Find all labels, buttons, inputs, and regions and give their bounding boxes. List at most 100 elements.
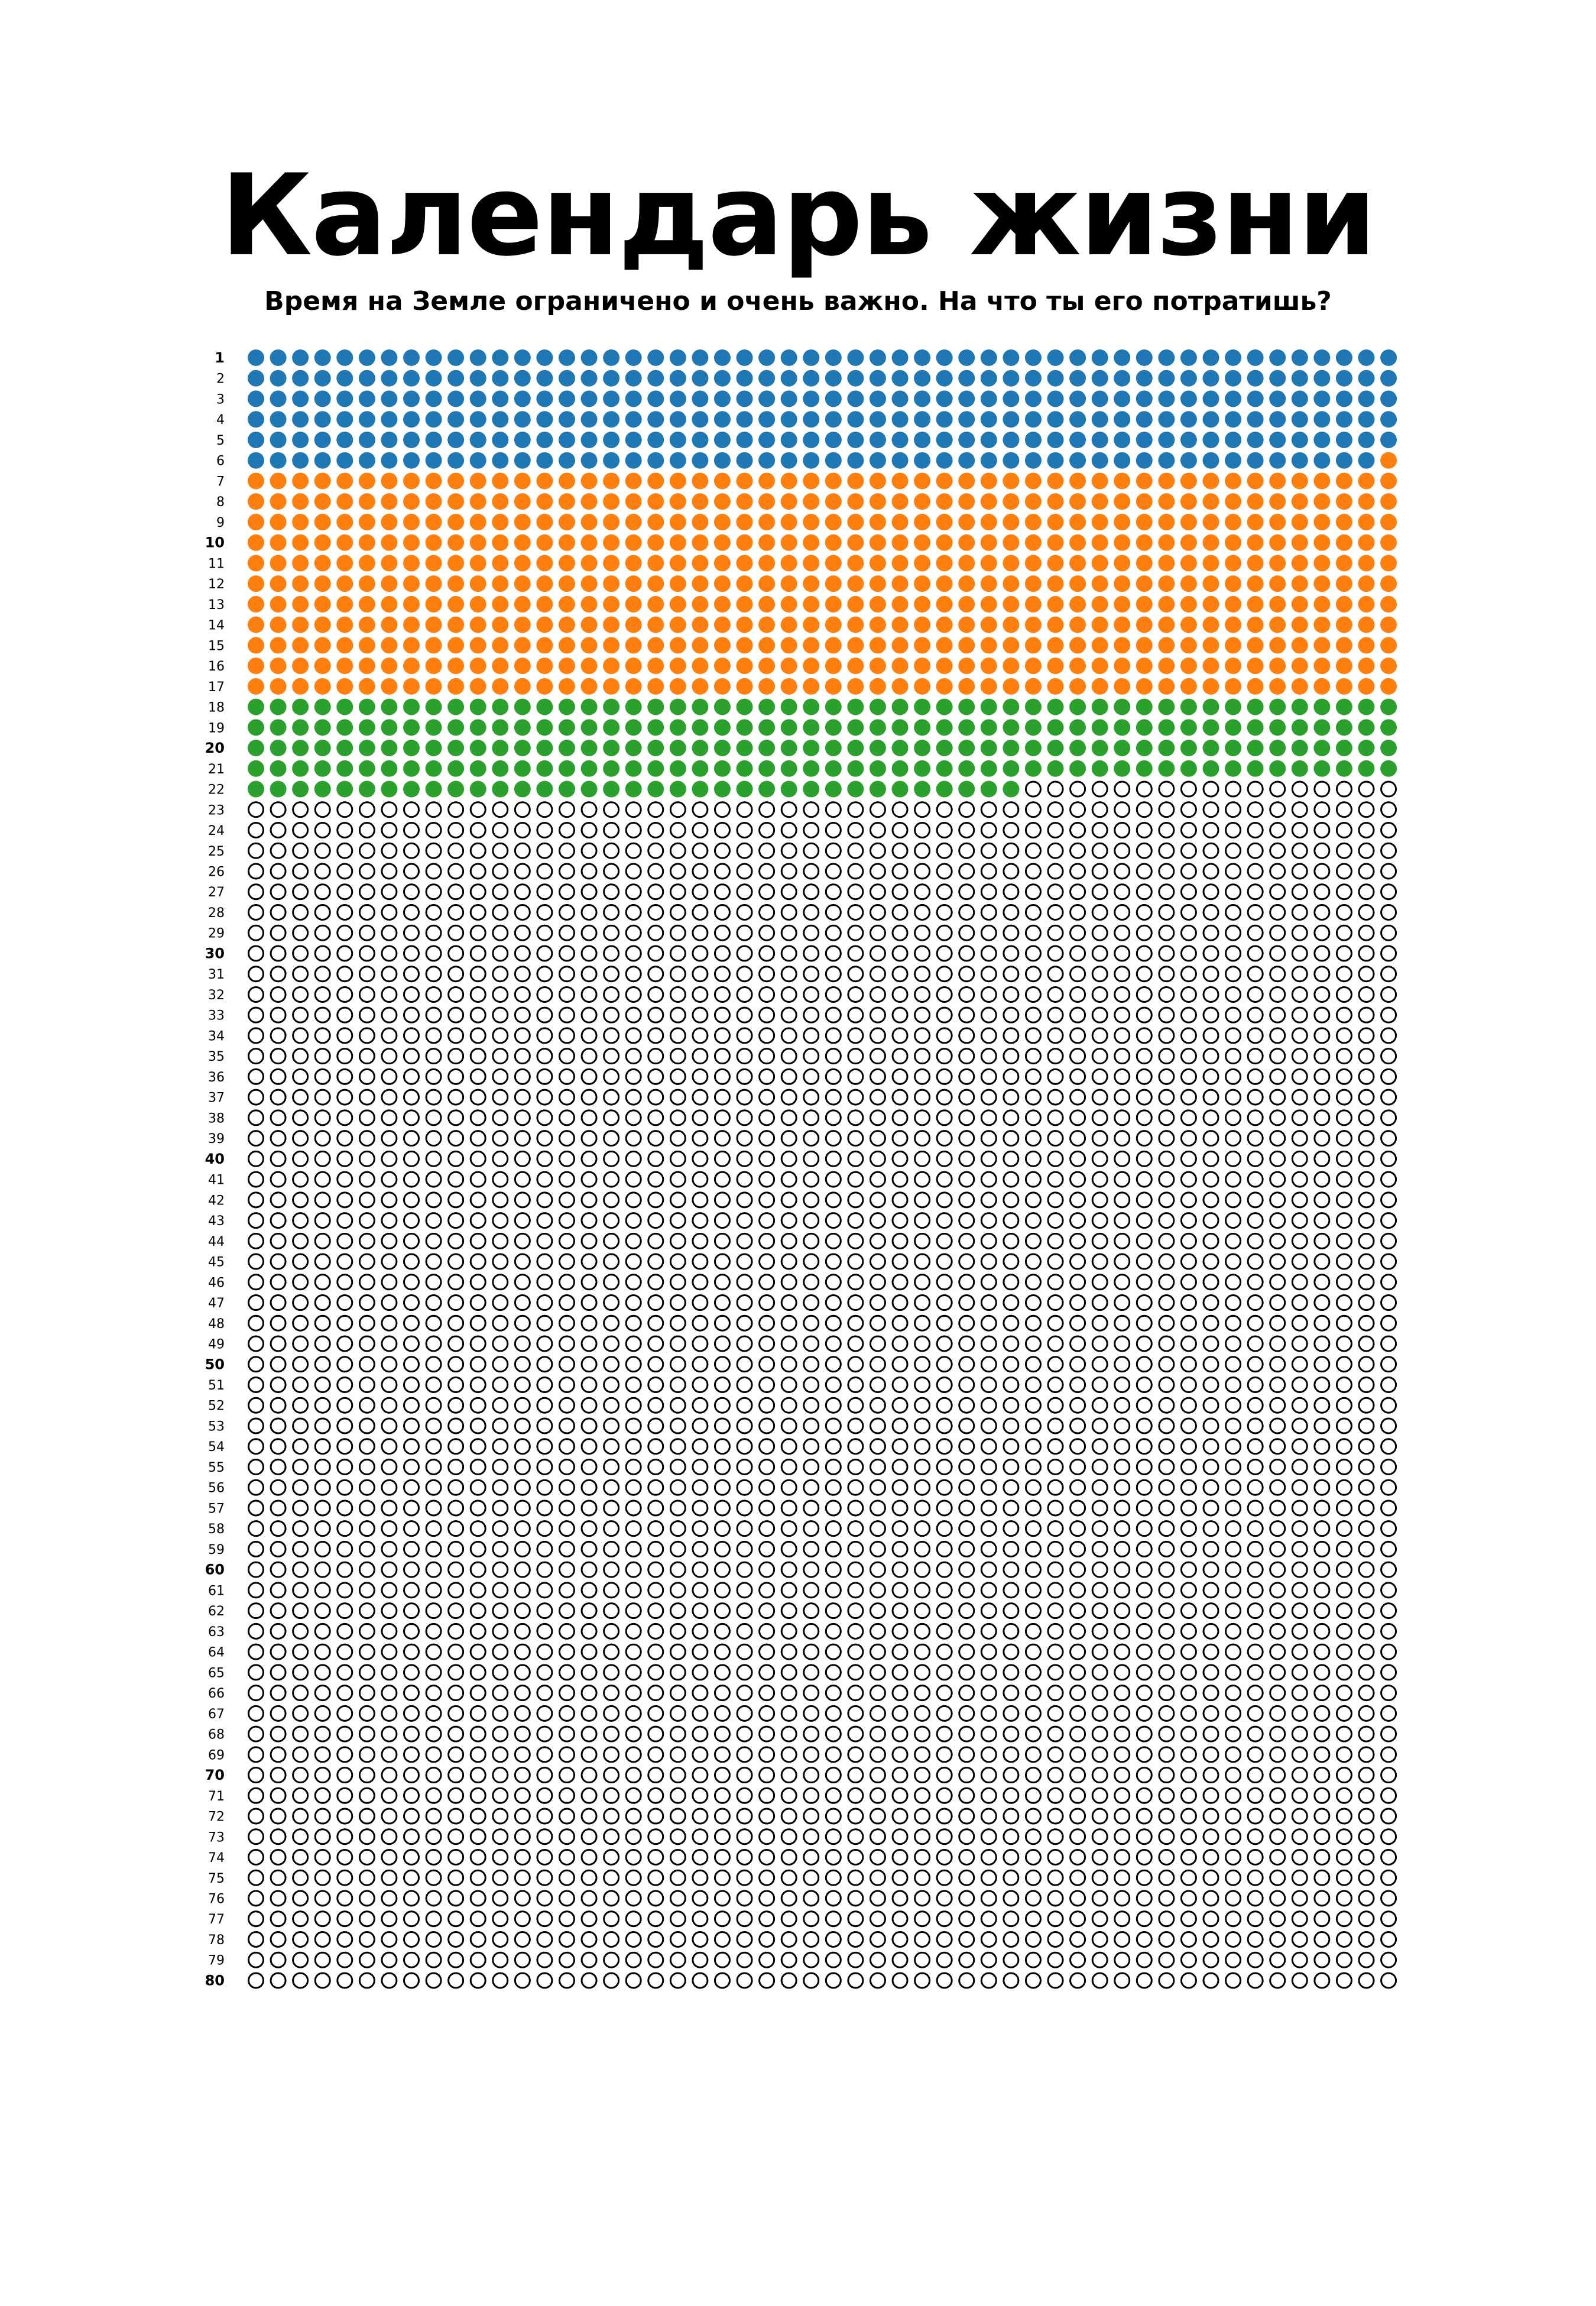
week-dot-empty [1114,1705,1131,1722]
week-dot-lived [603,513,620,530]
week-dot-empty [914,1767,931,1784]
week-dot-lived [381,370,398,387]
week-dot-empty [869,801,886,818]
week-dot-empty [780,1685,797,1702]
week-dot-empty [1114,1520,1131,1537]
week-dot-lived [492,740,509,757]
week-dot-empty [314,1314,331,1332]
week-dot-empty [1047,1356,1064,1373]
week-dot-lived [403,555,420,572]
week-dot-lived [1247,555,1264,572]
week-dot-empty [492,1150,509,1167]
week-dot-lived [603,616,620,633]
week-dot-empty [958,1027,975,1044]
week-dot-lived [1225,411,1242,428]
week-dot-empty [914,1150,931,1167]
week-dot-empty [1047,1006,1064,1024]
week-dot-empty [936,1048,953,1065]
week-dot-empty [1225,1540,1242,1557]
week-dot-lived [469,431,486,448]
week-dot-empty [1024,1171,1042,1188]
week-dot-lived [425,658,442,675]
week-dot-empty [1335,863,1352,880]
week-dot-empty [736,1377,753,1393]
week-dot-lived [1269,534,1286,551]
week-dot-empty [1225,986,1242,1003]
week-dot-lived [314,493,331,510]
week-dot-empty [292,1787,309,1804]
week-dot-empty [847,1767,864,1784]
week-dot-empty [1247,1006,1264,1024]
week-dot-lived [1136,390,1153,407]
week-dot-empty [647,1048,664,1065]
week-dot-empty [381,1972,398,1989]
week-dot-empty [803,801,820,818]
week-dot-empty [1069,1006,1086,1024]
week-dot-empty [736,1890,753,1907]
week-dot-empty [1158,1499,1175,1517]
week-dot-empty [1380,1520,1397,1537]
week-dot-empty [1313,1664,1331,1681]
week-dot-empty [958,986,975,1003]
week-dot-empty [736,863,753,880]
week-dot-empty [1158,842,1175,859]
week-dot-lived [381,575,398,592]
week-dot-empty [692,1972,709,1989]
week-dot-empty [1247,1787,1264,1804]
week-dot-empty [1335,1356,1352,1373]
week-dot-lived [336,349,353,366]
week-dot-empty [1158,1664,1175,1681]
week-dot-lived [1269,698,1286,715]
week-dot-empty [825,1274,842,1291]
week-dot-lived [847,493,864,510]
week-dot-lived [1136,575,1153,592]
week-dot-lived [1291,637,1308,654]
week-dot-empty [248,842,264,859]
week-dot-empty [891,883,909,901]
week-dot-empty [292,1253,309,1270]
week-dot-empty [1024,863,1042,880]
week-dot-lived [736,452,753,469]
week-dot-lived [270,637,287,654]
week-dot-empty [336,1130,353,1147]
week-dot-empty [1335,1130,1352,1147]
week-dot-lived [914,431,931,448]
week-dot-empty [1247,1150,1264,1167]
week-dot-empty [580,1705,598,1722]
week-dot-lived [958,493,975,510]
week-dot-empty [958,966,975,983]
week-dot-lived [1003,575,1020,592]
week-dot-lived [1380,534,1397,551]
week-dot-lived [1003,698,1020,715]
week-dot-empty [647,1685,664,1702]
week-dot-empty [336,1377,353,1393]
week-dot-empty [603,1479,620,1496]
week-dot-lived [803,411,820,428]
week-dot-empty [492,1294,509,1311]
week-dot-lived [1024,555,1042,572]
week-dot-lived [958,780,975,798]
week-dot-empty [1269,1582,1286,1599]
week-dot-empty [1091,1314,1108,1332]
week-dot-lived [914,349,931,366]
week-dot-empty [1047,1171,1064,1188]
week-dot-empty [248,1479,264,1496]
week-dot-lived [270,370,287,387]
week-dot-empty [1291,1951,1308,1968]
week-dot-lived [447,780,465,798]
week-dot-empty [1358,1335,1375,1352]
week-dot-empty [1136,1972,1153,1989]
week-dot-lived [936,513,953,530]
week-dot-empty [1358,924,1375,941]
week-dot-empty [914,1356,931,1373]
week-dot-empty [1202,883,1219,901]
week-dot-lived [1247,370,1264,387]
week-dot-empty [1358,1582,1375,1599]
week-dot-lived [647,513,664,530]
week-dot-empty [936,1746,953,1763]
week-dot-empty [758,1006,776,1024]
week-dot-empty [891,1972,909,1989]
week-dot-empty [1180,1705,1197,1722]
week-dot-empty [1335,1274,1352,1291]
week-dot-empty [270,1561,287,1578]
